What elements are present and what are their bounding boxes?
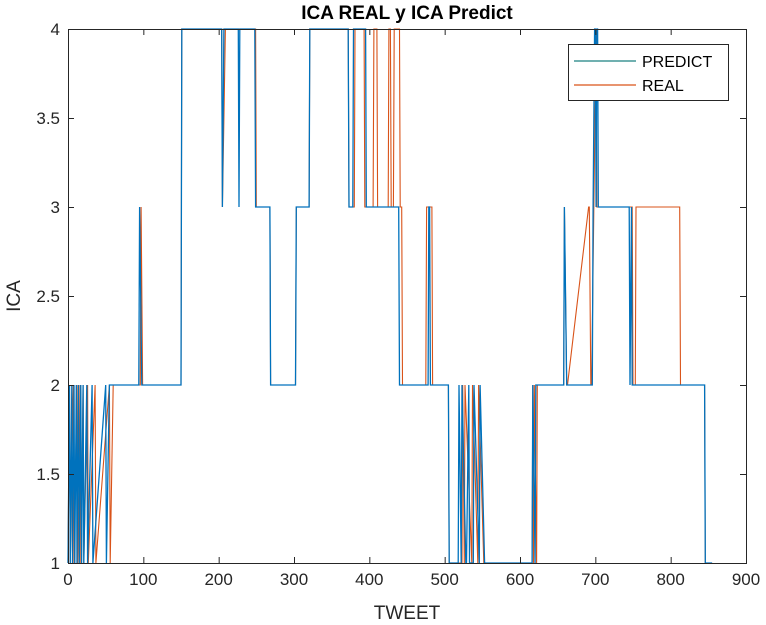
x-axis: 0 100 200 300 400 500 600 700 800 900: [63, 29, 760, 589]
y-tick-label: 3.5: [36, 109, 60, 128]
legend: PREDICT REAL: [568, 44, 729, 101]
x-tick-label: 600: [506, 570, 534, 589]
x-tick-label: 800: [656, 570, 684, 589]
y-tick-label: 1: [51, 554, 60, 573]
x-tick-label: 400: [355, 570, 383, 589]
y-tick-label: 4: [51, 20, 60, 39]
plot-area: [68, 29, 746, 563]
x-tick-label: 900: [732, 570, 760, 589]
legend-label-real: REAL: [642, 78, 684, 95]
series-layer: [67, 28, 713, 564]
series-line-predict: [67, 28, 713, 564]
legend-label-predict: PREDICT: [642, 54, 712, 71]
y-tick-label: 2: [51, 376, 60, 395]
chart-title: ICA REAL y ICA Predict: [301, 3, 513, 24]
y-axis: 1 1.5 2 2.5 3 3.5 4: [36, 20, 746, 573]
y-tick-label: 1.5: [36, 465, 60, 484]
x-tick-label: 0: [63, 570, 72, 589]
y-tick-label: 3: [51, 198, 60, 217]
legend-box: [568, 44, 729, 101]
x-axis-label: TWEET: [374, 603, 441, 624]
y-axis-label: ICA: [4, 280, 25, 312]
x-tick-label: 700: [581, 570, 609, 589]
y-tick-label: 2.5: [36, 287, 60, 306]
x-tick-label: 200: [204, 570, 232, 589]
x-tick-label: 500: [430, 570, 458, 589]
x-tick-label: 100: [129, 570, 157, 589]
x-tick-label: 300: [280, 570, 308, 589]
series-line-real: [67, 28, 713, 564]
